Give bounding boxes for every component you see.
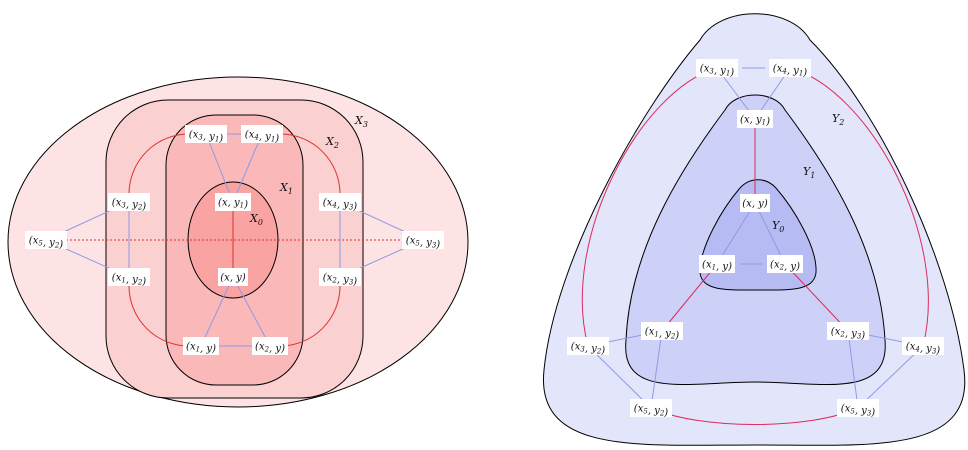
vertex-label: (x1, y2) <box>645 327 680 342</box>
vertex-node: (x1, y2) <box>641 322 683 342</box>
vertex-box <box>252 337 288 355</box>
vertex-box <box>319 193 361 211</box>
vertex-node: (x, y) <box>218 268 248 286</box>
vertex-label: (x2, y) <box>770 260 800 273</box>
vertex-node: (x3, y2) <box>108 193 150 213</box>
vertex-box <box>699 255 735 273</box>
vertex-box <box>737 110 773 128</box>
right-nodes: (x3, y1) (x4, y1) (x, y1) (x, y) (x1, y) (x2,… <box>567 59 944 419</box>
vertex-label: (x2, y) <box>255 342 285 355</box>
edge <box>581 67 718 347</box>
vertex-box <box>218 268 248 286</box>
edge <box>205 133 234 203</box>
edge <box>232 133 263 203</box>
vertex-label: (x, y1) <box>740 115 770 128</box>
vertex-label: (x4, y1) <box>245 130 280 145</box>
vertex-box <box>696 59 738 77</box>
vertex-box <box>567 337 609 355</box>
edge <box>754 202 786 265</box>
vertex-label: (x3, y2) <box>112 198 147 213</box>
vertex-label: (x5, y3) <box>406 236 441 251</box>
vertex-label: (x4, y3) <box>906 342 941 357</box>
vertex-node: (x1, y) <box>183 337 219 355</box>
vertex-box <box>215 193 251 211</box>
vertex-node: (x2, y3) <box>827 322 869 342</box>
vertex-label: (x, y) <box>742 199 768 210</box>
vertex-box <box>183 337 219 355</box>
edge <box>661 263 718 332</box>
right-diagram: Y2 Y1 Y0 (x3, y1) (x4, y1)(x, y1)(x, y)(x… <box>543 13 966 446</box>
vertex-node: (x5, y2) <box>25 231 67 251</box>
vertex-node: (x4, y3) <box>319 193 361 213</box>
vertex-box <box>319 268 361 286</box>
vertex-box <box>837 399 879 417</box>
region-label-x2: X2 <box>325 135 339 150</box>
vertex-box <box>641 322 683 340</box>
region-label-x1: X1 <box>279 181 293 196</box>
vertex-label: (x1, y) <box>186 342 216 355</box>
edge <box>784 263 849 332</box>
vertex-node: (x2, y) <box>252 337 288 355</box>
vertex-box <box>402 231 444 249</box>
edge <box>650 330 663 409</box>
vertex-label: (x3, y2) <box>571 342 606 357</box>
vertex-label: (x4, y3) <box>323 198 358 213</box>
region-label-y1: Y1 <box>803 165 815 180</box>
vertex-box <box>902 337 944 355</box>
region-label-y0: Y0 <box>772 219 784 234</box>
vertex-label: (x4, y1) <box>773 64 808 79</box>
vertex-box <box>767 255 803 273</box>
vertex-box <box>25 231 67 249</box>
vertex-node: (x5, y2) <box>630 399 672 419</box>
edge <box>232 276 271 347</box>
vertex-label: (x3, y1) <box>189 130 224 145</box>
vertex-box <box>241 125 283 143</box>
vertex-box <box>769 59 811 77</box>
left-nodes: (x3, y1) (x4, y1) (x, y1) (x3, y2) (x4, y3) (… <box>25 125 444 355</box>
vertex-label: (x, y) <box>220 273 246 284</box>
edge <box>847 330 859 409</box>
vertex-node: (x1, y) <box>699 255 735 273</box>
vertex-node: (x4, y1) <box>241 125 283 145</box>
vertex-box <box>740 194 770 212</box>
vertex-node: (x1, y2) <box>108 268 150 288</box>
vertex-node: (x, y1) <box>737 110 773 128</box>
vertex-box <box>630 399 672 417</box>
vertex-label: (x2, y3) <box>831 327 866 342</box>
vertex-label: (x2, y3) <box>323 273 358 288</box>
vertex-node: (x5, y3) <box>837 399 879 419</box>
vertex-box <box>108 268 150 286</box>
vertex-node: (x5, y3) <box>402 231 444 251</box>
edge <box>857 345 924 409</box>
region-label-x0: X0 <box>249 212 263 227</box>
vertex-box <box>185 125 227 143</box>
vertex-node: (x, y1) <box>215 193 251 211</box>
vertex-label: (x5, y3) <box>841 404 876 419</box>
vertex-node: (x3, y1) <box>696 59 738 79</box>
region-label-y2: Y2 <box>832 112 844 127</box>
vertex-box <box>108 193 150 211</box>
vertex-label: (x3, y1) <box>700 64 735 79</box>
vertex-node: (x3, y1) <box>185 125 227 145</box>
edge <box>587 345 652 409</box>
vertex-node: (x, y) <box>740 194 770 212</box>
vertex-label: (x1, y) <box>702 260 732 273</box>
edge <box>200 276 234 347</box>
edge <box>716 202 756 265</box>
vertex-node: (x2, y) <box>767 255 803 273</box>
vertex-node: (x4, y3) <box>902 337 944 357</box>
vertex-node: (x2, y3) <box>319 268 361 288</box>
vertex-node: (x3, y2) <box>567 337 609 357</box>
left-diagram: X3 X2 X1 X0 (x3, y1) (x4, y1)(x, y1)(x3, … <box>7 76 469 408</box>
vertex-label: (x, y1) <box>218 198 248 211</box>
vertex-label: (x5, y2) <box>29 236 64 251</box>
vertex-label: (x1, y2) <box>112 273 147 288</box>
edge <box>789 67 929 347</box>
vertex-box <box>827 322 869 340</box>
vertex-label: (x5, y2) <box>634 404 669 419</box>
vertex-node: (x4, y1) <box>769 59 811 79</box>
region-label-x3: X3 <box>354 114 368 129</box>
